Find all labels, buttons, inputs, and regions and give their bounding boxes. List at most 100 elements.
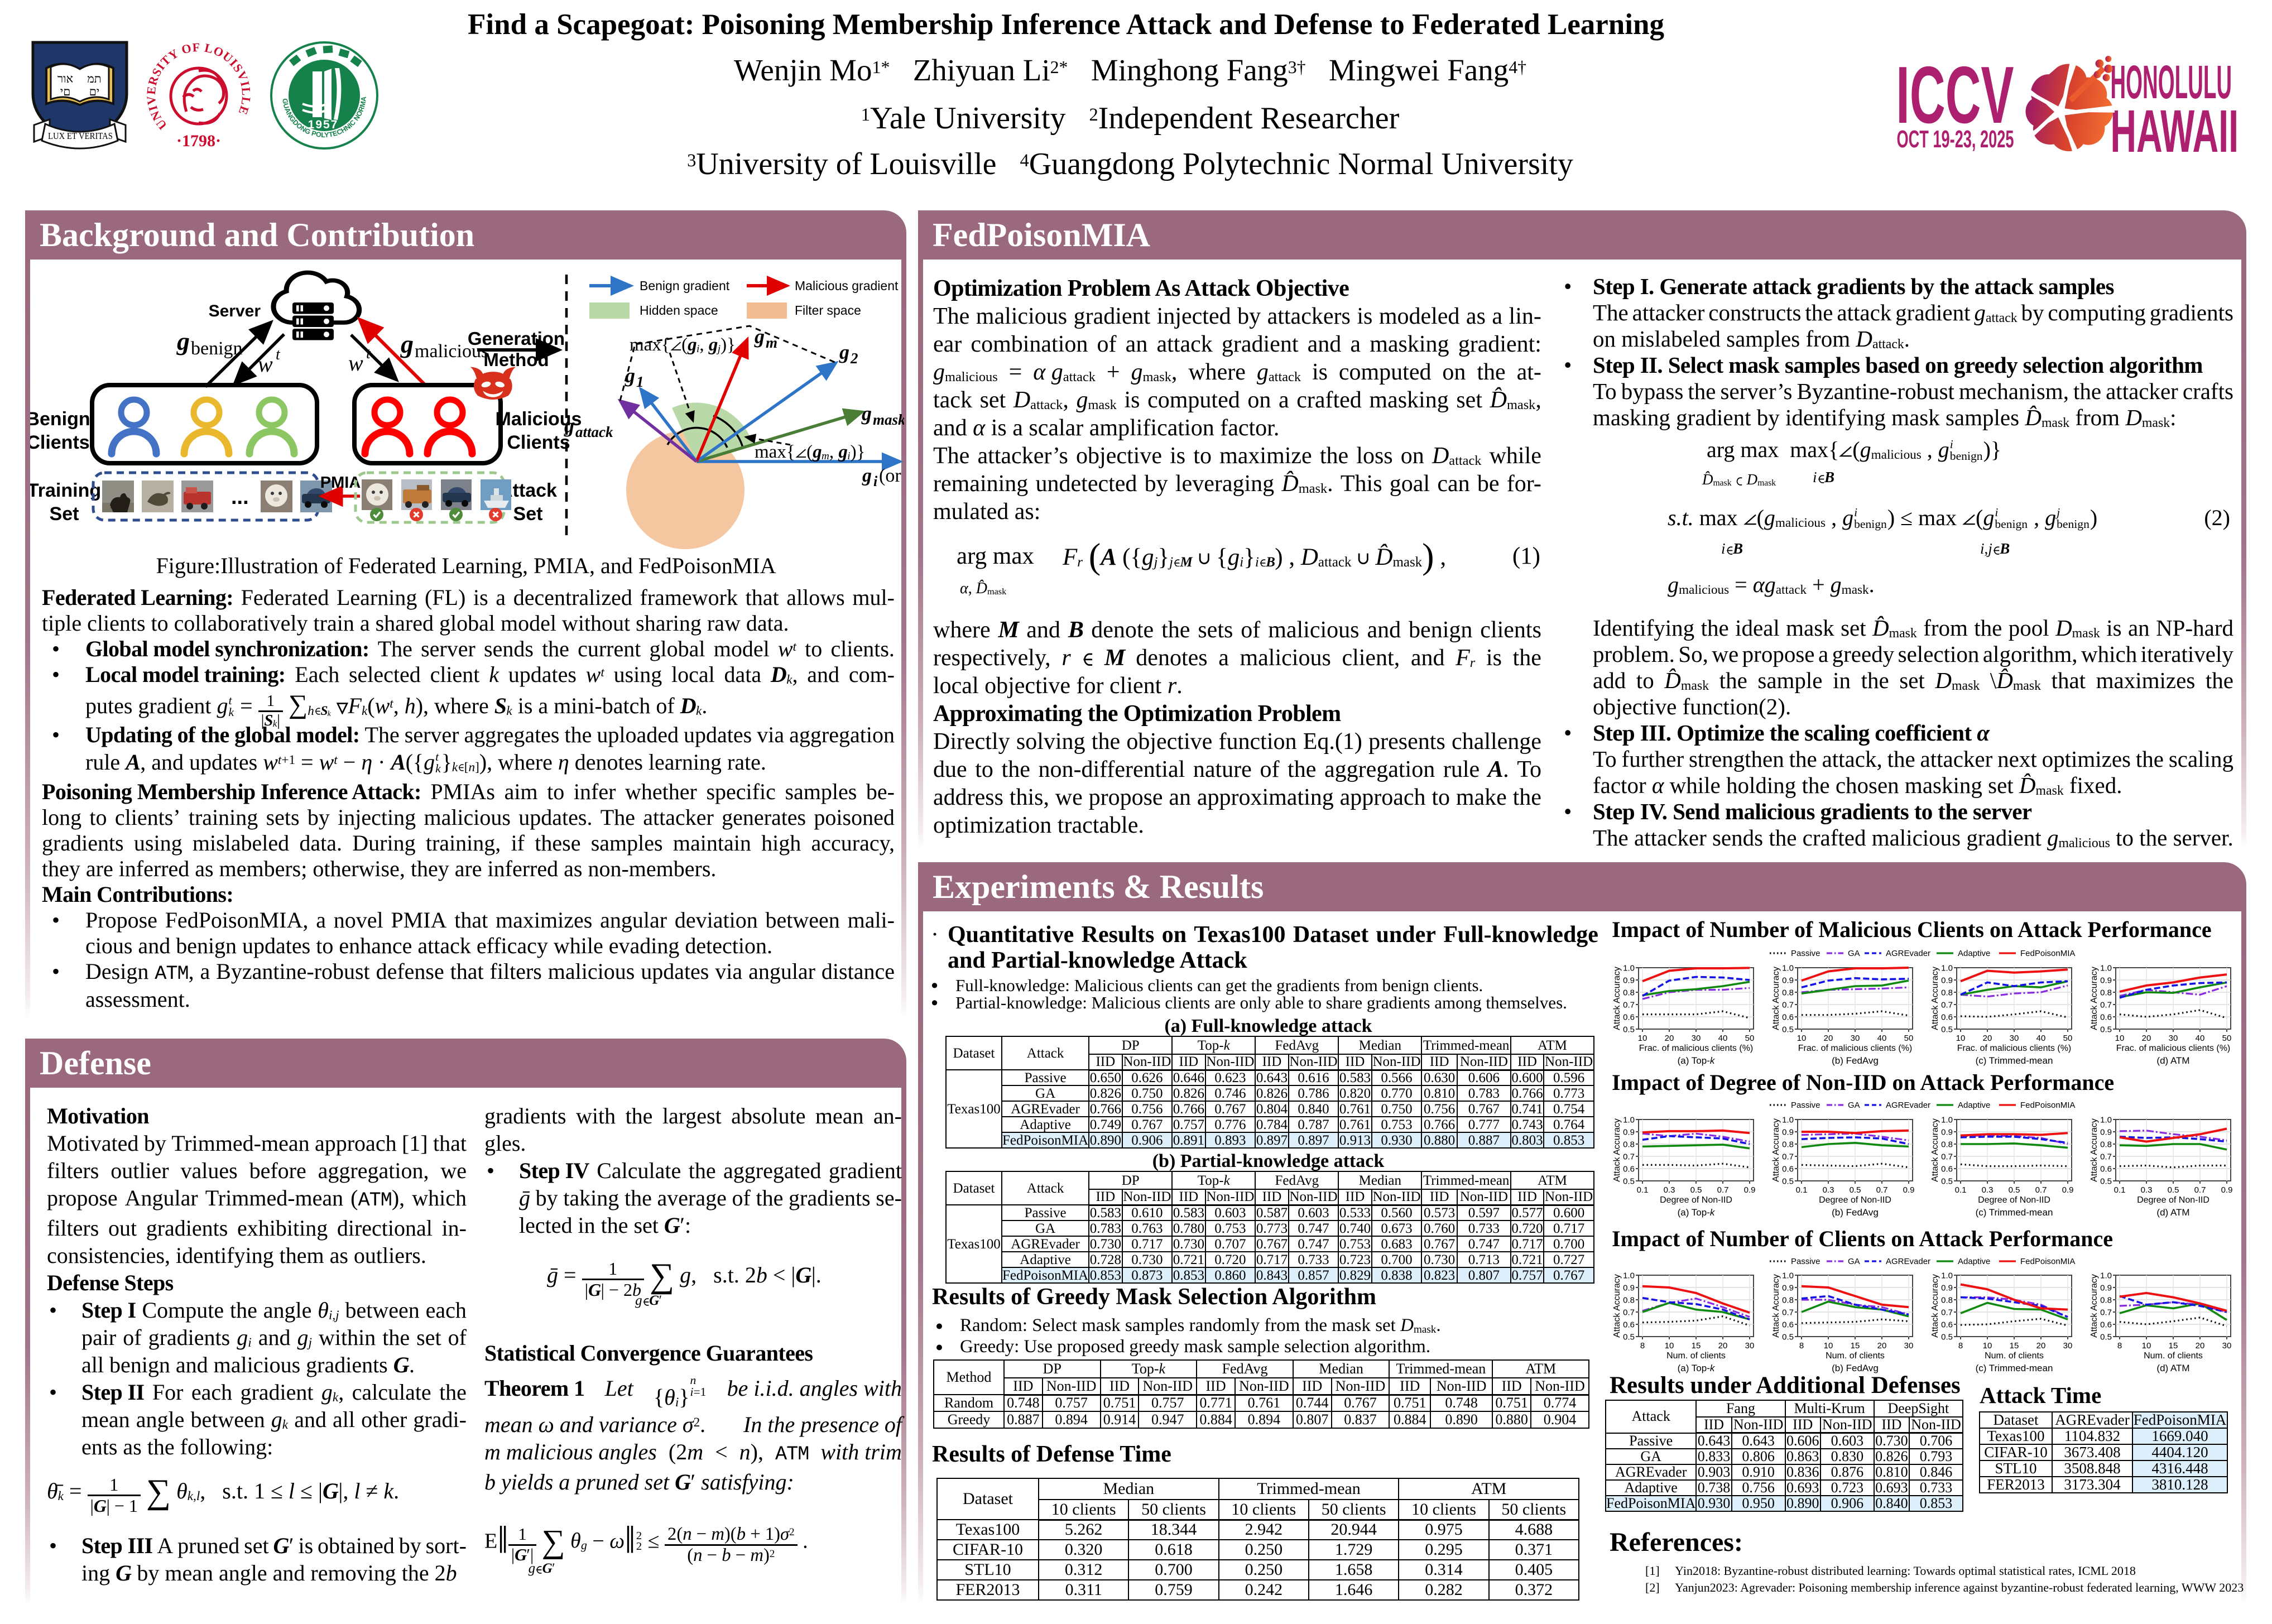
svg-text:0.1: 0.1 — [1796, 1185, 1808, 1195]
svg-text:Frac. of malicious clients (%): Frac. of malicious clients (%) — [1957, 1044, 2072, 1053]
svg-text:Attack Accuracy: Attack Accuracy — [1930, 967, 1940, 1030]
svg-text:...: ... — [231, 486, 249, 509]
svg-text:AGREvader: AGREvader — [1886, 949, 1930, 958]
svg-text:0.8: 0.8 — [1941, 988, 1953, 998]
svg-text:0.8: 0.8 — [2100, 988, 2112, 998]
svg-text:50: 50 — [1745, 1034, 1755, 1043]
svg-text:0.6: 0.6 — [1782, 1013, 1794, 1022]
svg-text:0.8: 0.8 — [1623, 1140, 1635, 1150]
svg-text:15: 15 — [1851, 1341, 1860, 1351]
svg-text:1.0: 1.0 — [1623, 964, 1635, 973]
svg-text:(a) Top-k: (a) Top-k — [1678, 1363, 1716, 1373]
svg-text:0.9: 0.9 — [1782, 1284, 1794, 1293]
svg-text:Num. of clients: Num. of clients — [1985, 1351, 2044, 1361]
svg-text:HAWAII: HAWAII — [2110, 98, 2239, 165]
svg-text:0.7: 0.7 — [1623, 1001, 1635, 1010]
svg-text:50: 50 — [1904, 1034, 1914, 1043]
svg-text:0.5: 0.5 — [2168, 1185, 2179, 1195]
svg-text:mask: mask — [873, 411, 904, 428]
svg-text:ICCV: ICCV — [1896, 50, 2014, 141]
svg-text:1.0: 1.0 — [2100, 1271, 2112, 1281]
svg-text:0.8: 0.8 — [1623, 988, 1635, 998]
svg-text:30: 30 — [1745, 1341, 1755, 1351]
svg-text:30: 30 — [2010, 1034, 2019, 1043]
svg-text:0.8: 0.8 — [2100, 1140, 2112, 1150]
svg-text:0.6: 0.6 — [1623, 1320, 1635, 1330]
svg-text:0.5: 0.5 — [1941, 1177, 1953, 1186]
svg-text:אור: אור — [57, 72, 73, 85]
svg-text:PMIA: PMIA — [320, 474, 361, 492]
svg-text:0.8: 0.8 — [1782, 1140, 1794, 1150]
svg-text:Attack Accuracy: Attack Accuracy — [2090, 1274, 2099, 1338]
svg-text:g: g — [754, 325, 765, 348]
svg-text:40: 40 — [1718, 1034, 1728, 1043]
svg-text:1957: 1957 — [308, 118, 339, 131]
svg-text:0.9: 0.9 — [2100, 976, 2112, 986]
svg-text:GA: GA — [1848, 1101, 1860, 1110]
svg-text:(c) Trimmed-mean: (c) Trimmed-mean — [1976, 1055, 2053, 1066]
svg-text:10: 10 — [1956, 1034, 1966, 1043]
svg-text:8: 8 — [1799, 1341, 1804, 1351]
svg-text:Benign: Benign — [30, 409, 90, 430]
svg-text:15: 15 — [1692, 1341, 1701, 1351]
svg-text:(b) FedAvg: (b) FedAvg — [1832, 1055, 1879, 1066]
svg-text:0.1: 0.1 — [1955, 1185, 1967, 1195]
svg-text:LUX ET VERITAS: LUX ET VERITAS — [48, 131, 113, 141]
svg-text:Degree of Non-IID: Degree of Non-IID — [1819, 1195, 1891, 1205]
svg-text:Passive: Passive — [1791, 1101, 1821, 1110]
svg-text:40: 40 — [2196, 1034, 2205, 1043]
svg-text:0.7: 0.7 — [2100, 1308, 2112, 1318]
svg-text:0.5: 0.5 — [1941, 1333, 1953, 1342]
svg-text:0.8: 0.8 — [1623, 1296, 1635, 1305]
svg-text:0.1: 0.1 — [1637, 1185, 1649, 1195]
svg-text:0.3: 0.3 — [1982, 1185, 1994, 1195]
svg-text:(d) ATM: (d) ATM — [2156, 1055, 2189, 1066]
svg-text:8: 8 — [1958, 1341, 1963, 1351]
svg-text:0.5: 0.5 — [2100, 1333, 2112, 1342]
svg-text:Hidden space: Hidden space — [640, 303, 718, 318]
svg-text:0.7: 0.7 — [2194, 1185, 2206, 1195]
svg-text:0.7: 0.7 — [1941, 1308, 1953, 1318]
svg-text:0.9: 0.9 — [1623, 1128, 1635, 1137]
svg-text:0.1: 0.1 — [2114, 1185, 2126, 1195]
svg-text:30: 30 — [1692, 1034, 1701, 1043]
svg-text:1.0: 1.0 — [2100, 964, 2112, 973]
svg-text:0.5: 0.5 — [1941, 1025, 1953, 1035]
svg-text:0.8: 0.8 — [1782, 1296, 1794, 1305]
svg-text:0.5: 0.5 — [2100, 1025, 2112, 1035]
svg-text:30: 30 — [2063, 1341, 2073, 1351]
svg-text:benign: benign — [191, 338, 243, 359]
svg-text:0.7: 0.7 — [1941, 1152, 1953, 1162]
svg-text:(c) Trimmed-mean: (c) Trimmed-mean — [1976, 1207, 2053, 1218]
svg-text:Attack Accuracy: Attack Accuracy — [1930, 1118, 1940, 1182]
svg-text:0.9: 0.9 — [2221, 1185, 2233, 1195]
svg-text:1.0: 1.0 — [1941, 1116, 1953, 1125]
svg-text:50: 50 — [2063, 1034, 2073, 1043]
svg-text:20: 20 — [2142, 1034, 2151, 1043]
svg-text:Degree of Non-IID: Degree of Non-IID — [1660, 1195, 1732, 1205]
svg-text:Num. of clients: Num. of clients — [1666, 1351, 1726, 1361]
svg-text:Set: Set — [50, 503, 79, 525]
svg-text:1.0: 1.0 — [1782, 1116, 1794, 1125]
svg-text:2: 2 — [850, 350, 858, 367]
svg-text:GA: GA — [1848, 1257, 1860, 1266]
svg-text:0.9: 0.9 — [1941, 1284, 1953, 1293]
svg-text:0.5: 0.5 — [2100, 1177, 2112, 1186]
svg-text:g: g — [861, 402, 872, 425]
svg-text:g: g — [862, 465, 872, 486]
svg-text:0.9: 0.9 — [1623, 976, 1635, 986]
svg-text:20: 20 — [1983, 1034, 1992, 1043]
svg-text:(d) ATM: (d) ATM — [2156, 1363, 2189, 1373]
svg-text:Clients: Clients — [507, 432, 570, 453]
svg-text:Attack Accuracy: Attack Accuracy — [1612, 1118, 1622, 1182]
svg-text:0.7: 0.7 — [2100, 1152, 2112, 1162]
svg-text:0.9: 0.9 — [2100, 1284, 2112, 1293]
svg-text:Passive: Passive — [1791, 1257, 1821, 1266]
svg-text:Server: Server — [209, 302, 261, 320]
svg-text:15: 15 — [2169, 1341, 2178, 1351]
svg-text:20: 20 — [1665, 1034, 1674, 1043]
svg-text:0.9: 0.9 — [1941, 976, 1953, 986]
svg-text:·1798·: ·1798· — [176, 132, 221, 150]
svg-text:Frac. of malicious clients (%): Frac. of malicious clients (%) — [1798, 1044, 1913, 1053]
svg-text:Attack Accuracy: Attack Accuracy — [1771, 1118, 1781, 1182]
